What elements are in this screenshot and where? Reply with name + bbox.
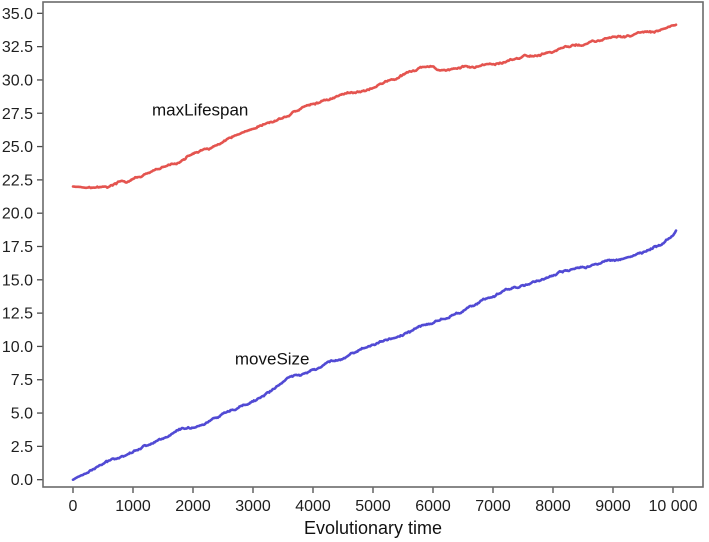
x-tick-label: 7000	[475, 498, 511, 515]
y-tick-label: 10.0	[2, 339, 33, 356]
series-label-maxLifespan: maxLifespan	[152, 100, 248, 119]
y-tick-label: 27.5	[2, 106, 33, 123]
x-tick-label: 1000	[115, 498, 151, 515]
series-lines	[71, 23, 678, 481]
y-tick-label: 32.5	[2, 39, 33, 56]
x-axis-title: Evolutionary time	[304, 518, 442, 538]
series-line-moveSize	[71, 229, 678, 481]
axis-ticks	[37, 12, 674, 493]
plot-panel	[43, 2, 703, 487]
x-tick-label: 8000	[535, 498, 571, 515]
plot-panel-border	[42, 1, 704, 488]
x-tick-label: 2000	[175, 498, 211, 515]
y-tick-label: 15.0	[2, 272, 33, 289]
y-tick-label: 2.5	[11, 439, 33, 456]
y-tick-label: 12.5	[2, 306, 33, 323]
y-tick-label: 7.5	[11, 372, 33, 389]
y-tick-label: 0.0	[11, 472, 33, 489]
axis-tick-labels: 0.0 2.5 5.0 7.5 10.0 12.5 15.0 17.5 20.0 22.5 25.0…	[2, 6, 698, 515]
y-tick-label: 20.0	[2, 206, 33, 223]
x-tick-label: 5000	[355, 498, 391, 515]
x-tick-label: 4000	[295, 498, 331, 515]
x-tick-label: 0	[69, 498, 78, 515]
x-tick-label: 6000	[415, 498, 451, 515]
y-tick-label: 35.0	[2, 6, 33, 23]
x-tick-label: 3000	[235, 498, 271, 515]
x-tick-label: 10 000	[649, 498, 698, 515]
y-tick-label: 30.0	[2, 72, 33, 89]
y-tick-label: 22.5	[2, 172, 33, 189]
y-tick-label: 25.0	[2, 139, 33, 156]
series-line-maxLifespan	[71, 23, 678, 190]
series-labels: maxLifespan moveSize	[152, 100, 310, 368]
x-tick-label: 9000	[595, 498, 631, 515]
series-label-moveSize: moveSize	[235, 349, 310, 368]
y-tick-label: 5.0	[11, 406, 33, 423]
y-tick-label: 17.5	[2, 239, 33, 256]
